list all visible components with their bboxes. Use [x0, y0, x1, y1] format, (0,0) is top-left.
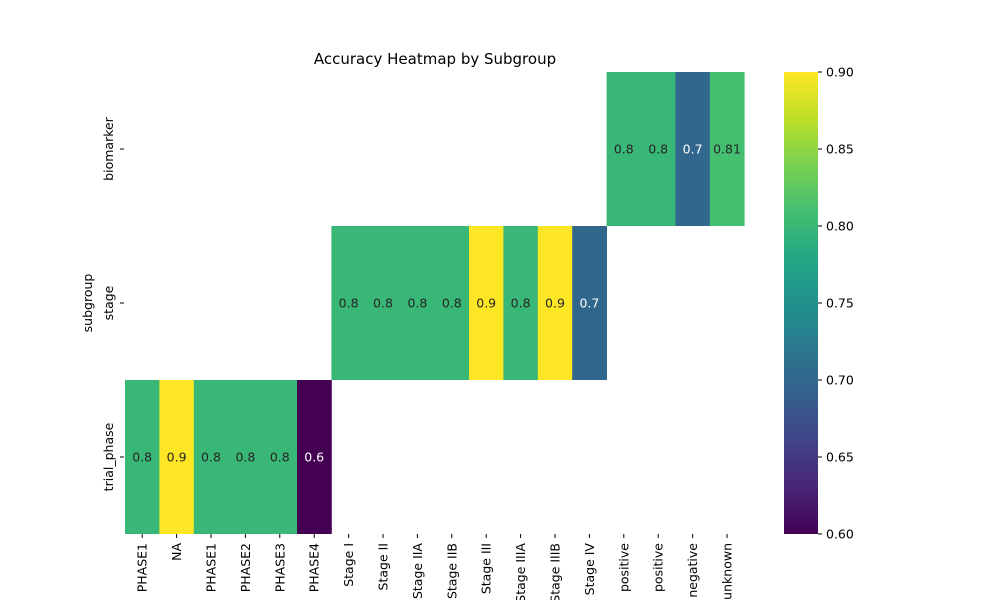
x-tick-label: NA — [169, 543, 184, 561]
cell-value-label: 0.81 — [713, 142, 741, 157]
x-tick-label: Stage II — [376, 543, 391, 590]
cell-value-label: 0.7 — [579, 296, 599, 311]
y-tick-label: biomarker — [101, 116, 116, 181]
x-tick-label: unknown — [720, 543, 735, 600]
heatmap-cells — [125, 72, 745, 534]
x-tick-label: PHASE3 — [272, 543, 287, 592]
cell-value-label: 0.6 — [304, 450, 324, 465]
cell-value-label: 0.8 — [614, 142, 634, 157]
heatmap-cell — [572, 226, 607, 380]
heatmap-cell — [434, 226, 470, 380]
cell-value-label: 0.8 — [648, 142, 668, 157]
cell-value-label: 0.9 — [476, 296, 496, 311]
x-tick-label: PHASE4 — [307, 543, 322, 592]
heatmap-cell — [537, 226, 573, 380]
heatmap-cell — [193, 380, 229, 534]
cell-value-label: 0.7 — [683, 142, 703, 157]
colorbar-gradient — [784, 72, 818, 534]
cell-value-label: 0.8 — [442, 296, 462, 311]
colorbar-tick-label: 0.75 — [826, 296, 854, 311]
cell-value-label: 0.8 — [373, 296, 393, 311]
heatmap-cell — [606, 72, 642, 226]
x-tick-label: Stage IIIB — [548, 543, 563, 600]
chart-title: Accuracy Heatmap by Subgroup — [314, 50, 556, 68]
cell-value-label: 0.8 — [407, 296, 427, 311]
heatmap-cell — [709, 72, 745, 226]
y-axis-label: subgroup — [80, 274, 95, 333]
heatmap-cell — [159, 380, 195, 534]
x-tick-label: Stage IIB — [444, 543, 459, 599]
heatmap-cell — [331, 226, 367, 380]
heatmap-cell — [675, 72, 711, 226]
colorbar-tick-label: 0.70 — [826, 373, 854, 388]
y-tick-label: stage — [101, 285, 116, 320]
cell-value-label: 0.8 — [235, 450, 255, 465]
heatmap-cell — [400, 226, 435, 380]
x-axis-ticks: PHASE1 NA PHASE1 PHASE2 PHASE3 PHASE4 Stage I S… — [135, 534, 735, 600]
heatmap-cell — [125, 380, 160, 534]
x-tick-label: PHASE1 — [135, 543, 150, 592]
x-tick-label: positive — [616, 543, 631, 592]
colorbar-tick-label: 0.80 — [826, 219, 854, 234]
y-axis-ticks: biomarker stage trial_phase — [101, 116, 124, 491]
heatmap-cell — [365, 226, 401, 380]
y-tick-label: trial_phase — [101, 422, 116, 491]
x-tick-label: positive — [651, 543, 666, 592]
heatmap-cell — [297, 380, 332, 534]
heatmap-cell — [469, 226, 504, 380]
colorbar: 0.60 0.65 0.70 0.75 0.80 0.85 0.90 — [784, 65, 854, 542]
x-tick-label: Stage IV — [582, 543, 597, 596]
cell-value-label: 0.8 — [201, 450, 221, 465]
cell-value-label: 0.9 — [167, 450, 187, 465]
cell-value-label: 0.8 — [339, 296, 359, 311]
x-tick-label: PHASE2 — [238, 543, 253, 592]
heatmap-cell — [503, 226, 539, 380]
cell-value-label: 0.8 — [132, 450, 152, 465]
x-tick-label: Stage IIIA — [513, 543, 528, 600]
colorbar-tick-label: 0.90 — [826, 65, 854, 80]
x-tick-label: Stage III — [479, 543, 494, 594]
x-tick-label: Stage IIA — [410, 543, 425, 599]
colorbar-tick-label: 0.85 — [826, 142, 854, 157]
colorbar-tick-label: 0.60 — [826, 527, 854, 542]
x-tick-label: Stage I — [341, 543, 356, 587]
heatmap-cell — [228, 380, 263, 534]
heatmap-cell-labels: 0.8 0.8 0.7 0.81 0.8 0.8 0.8 0.8 0.9 0.8 0.9 0.7 0.8… — [132, 142, 741, 465]
heatmap-cell — [641, 72, 676, 226]
heatmap-cell — [262, 380, 298, 534]
x-tick-label: PHASE1 — [204, 543, 219, 592]
colorbar-tick-label: 0.65 — [826, 450, 854, 465]
cell-value-label: 0.9 — [545, 296, 565, 311]
x-tick-label: negative — [685, 543, 700, 598]
cell-value-label: 0.8 — [270, 450, 290, 465]
cell-value-label: 0.8 — [511, 296, 531, 311]
